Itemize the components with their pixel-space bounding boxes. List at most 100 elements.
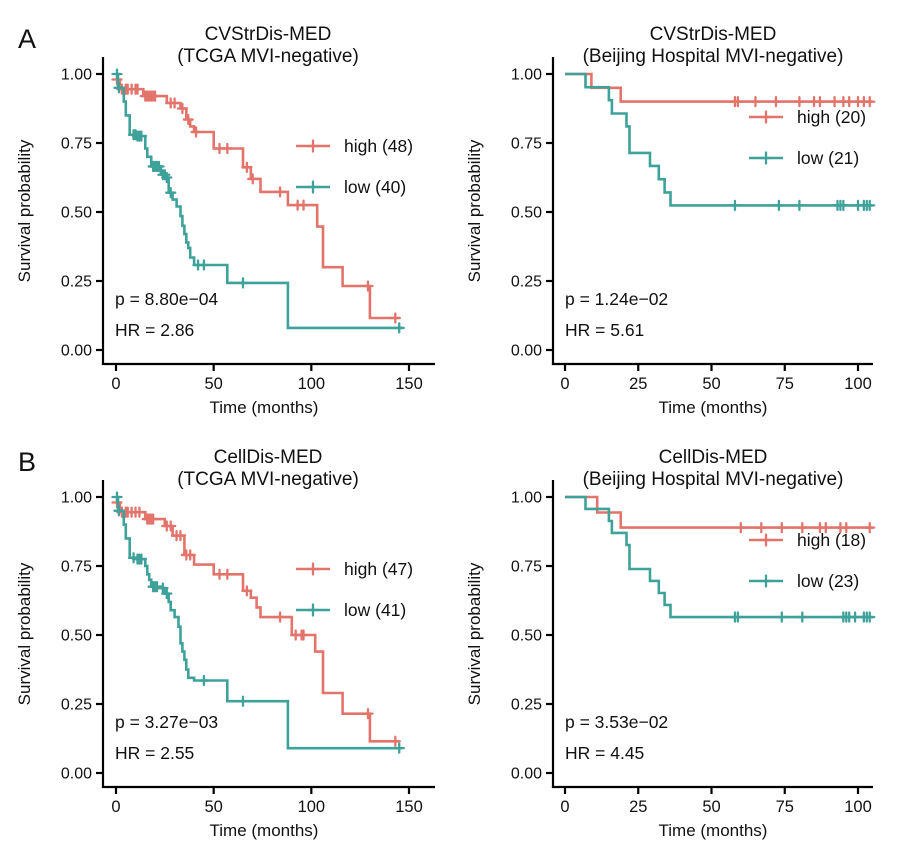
- panel-label-a: A: [18, 24, 37, 54]
- y-tick-label: 1.00: [511, 67, 542, 84]
- censor-mark: [306, 180, 320, 194]
- censor-mark: [161, 171, 173, 184]
- panel-label-b: B: [18, 447, 37, 477]
- censor-mark: [168, 97, 181, 109]
- hr-text: HR = 2.86: [115, 320, 194, 340]
- censor-mark: [237, 695, 249, 707]
- censor-mark: [864, 199, 876, 212]
- p-value-text: p = 3.53e−02: [565, 712, 668, 732]
- legend-entry-high: high (48): [296, 136, 413, 156]
- censor-mark: [297, 199, 310, 211]
- censor-mark: [759, 533, 773, 547]
- panel-title: CVStrDis-MED: [205, 24, 332, 45]
- x-tick-label: 50: [702, 798, 720, 816]
- censor-mark: [182, 113, 194, 126]
- censor-mark: [165, 520, 177, 532]
- y-tick-label: 0.50: [511, 628, 542, 645]
- x-tick-label: 75: [776, 798, 794, 816]
- panel-subtitle: (Beijing Hospital MVI-negative): [583, 46, 844, 67]
- survival-curve-low: [565, 72, 873, 207]
- survival-curve-high: [565, 72, 873, 103]
- censor-mark: [796, 611, 808, 623]
- y-tick-label: 1.00: [511, 490, 542, 507]
- panel-title: CellDis-MED: [659, 447, 768, 468]
- censor-mark: [864, 521, 876, 534]
- legend-label: low (21): [797, 148, 859, 168]
- x-tick-label: 0: [560, 798, 569, 816]
- censor-mark: [135, 130, 148, 142]
- censor-mark: [297, 629, 310, 641]
- censor-mark: [153, 160, 165, 173]
- censor-mark: [393, 742, 405, 754]
- censor-mark: [732, 95, 744, 108]
- x-axis-title: Time (months): [659, 821, 768, 840]
- censor-mark: [161, 587, 173, 600]
- legend-label: high (18): [797, 530, 866, 550]
- censor-mark: [306, 139, 320, 153]
- legend-entry-high: high (47): [296, 559, 413, 579]
- panel-subtitle: (TCGA MVI-negative): [177, 469, 359, 490]
- hr-text: HR = 4.45: [565, 743, 644, 763]
- x-axis-title: Time (months): [210, 821, 319, 840]
- y-axis-title: Survival probability: [15, 562, 34, 705]
- legend-entry-low: low (41): [296, 600, 406, 620]
- censor-mark: [176, 102, 189, 115]
- y-tick-label: 0.00: [61, 343, 92, 360]
- y-tick-label: 0.00: [511, 766, 542, 783]
- y-tick-label: 0.75: [511, 559, 542, 576]
- legend-label: high (47): [344, 559, 413, 579]
- legend-label: high (20): [797, 107, 866, 127]
- y-tick-label: 0.25: [61, 697, 92, 714]
- panel-subtitle: (TCGA MVI-negative): [177, 46, 359, 67]
- censor-mark: [111, 68, 123, 80]
- censor-mark: [389, 312, 401, 324]
- censor-mark: [111, 491, 123, 503]
- censor-mark: [814, 95, 826, 108]
- censor-mark: [198, 674, 210, 687]
- survival-curve-low: [565, 495, 873, 619]
- censor-mark: [221, 142, 233, 155]
- censor-mark: [113, 82, 125, 94]
- x-tick-label: 100: [298, 375, 326, 393]
- panel-title: CellDis-MED: [214, 447, 323, 468]
- km-panel-cvstrdis-beijing: CVStrDis-MED(Beijing Hospital MVI-negati…: [465, 24, 876, 417]
- y-axis-title: Survival probability: [465, 562, 484, 705]
- censor-mark: [732, 611, 744, 623]
- censor-mark: [840, 521, 852, 534]
- censor-mark: [843, 95, 855, 108]
- censor-mark: [274, 611, 286, 623]
- y-tick-label: 0.25: [511, 274, 542, 291]
- y-tick-label: 0.25: [61, 274, 92, 291]
- km-panel-celldis-tcga: CellDis-MED(TCGA MVI-negative) 0.00 0.25 0.…: [15, 447, 435, 840]
- censor-mark: [241, 585, 253, 597]
- censor-mark: [149, 90, 161, 102]
- panel-title: CVStrDis-MED: [650, 24, 777, 45]
- legend-label: low (40): [344, 177, 406, 197]
- x-axis-title: Time (months): [210, 398, 319, 417]
- x-tick-label: 0: [111, 375, 120, 393]
- censor-mark: [735, 521, 747, 534]
- x-tick-label: 25: [629, 375, 647, 393]
- y-tick-label: 0.25: [511, 697, 542, 714]
- x-tick-label: 100: [844, 375, 872, 393]
- y-tick-label: 0.75: [61, 136, 92, 153]
- censor-mark: [362, 708, 374, 720]
- legend-entry-low: low (21): [749, 148, 859, 168]
- censor-mark: [793, 199, 806, 212]
- censor-mark: [190, 126, 202, 138]
- p-value-text: p = 8.80e−04: [115, 289, 218, 309]
- censor-mark: [247, 173, 259, 185]
- x-tick-label: 150: [395, 798, 423, 816]
- survival-curve-low: [116, 495, 403, 750]
- censor-mark: [849, 611, 861, 623]
- censor-mark: [306, 562, 320, 576]
- p-value-text: p = 1.24e−02: [565, 289, 668, 309]
- censor-mark: [729, 199, 741, 212]
- censor-mark: [864, 611, 876, 623]
- y-tick-label: 1.00: [61, 67, 92, 84]
- x-tick-label: 50: [204, 375, 222, 393]
- x-tick-label: 0: [560, 375, 569, 393]
- y-tick-label: 0.50: [511, 205, 542, 222]
- survival-curve-high: [116, 501, 400, 743]
